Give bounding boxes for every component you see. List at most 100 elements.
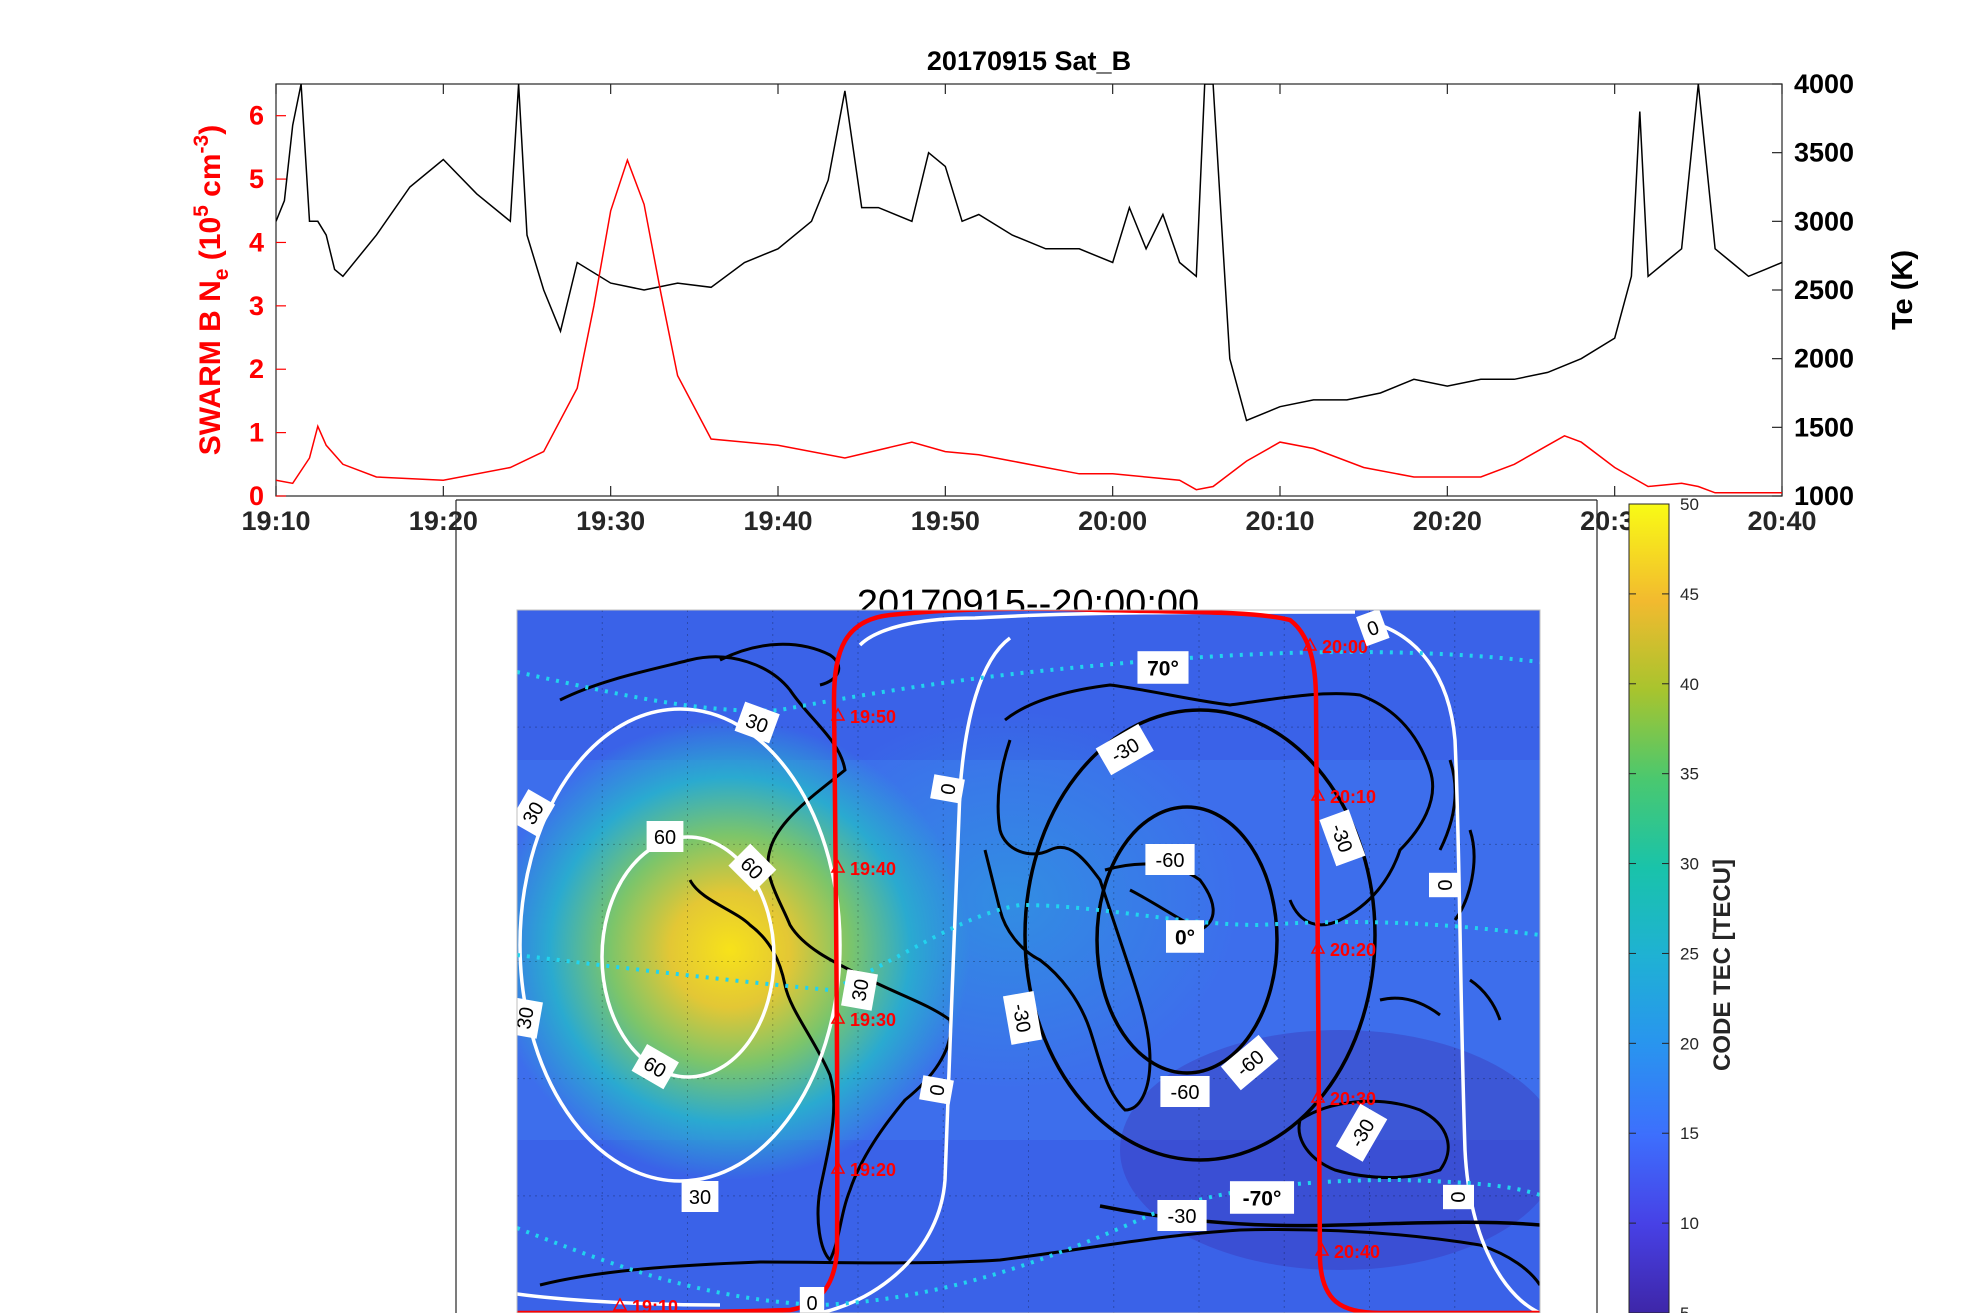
contour-label-box bbox=[930, 774, 965, 804]
track-marker bbox=[830, 1010, 846, 1024]
colorbar-tick-label: 15 bbox=[1680, 1124, 1699, 1143]
contour-label-text: 0 bbox=[937, 782, 961, 797]
colorbar-tick-label: 45 bbox=[1680, 585, 1699, 604]
contour-label-box bbox=[919, 1075, 954, 1105]
contour-label-text: 0 bbox=[1446, 1191, 1468, 1202]
x-tick-label: 19:40 bbox=[743, 506, 812, 536]
contour-label: 30 bbox=[517, 789, 556, 837]
y-left-tick-label: 5 bbox=[249, 164, 264, 194]
colorbar-tick-label: 50 bbox=[1680, 495, 1699, 514]
contour-label: 30 bbox=[513, 997, 543, 1039]
y-right-tick-label: 1500 bbox=[1794, 412, 1854, 442]
colorbar-label: CODE TEC [TECU] bbox=[1709, 859, 1736, 1071]
contour-label: -30 bbox=[1319, 809, 1366, 867]
contour-label-box bbox=[1165, 920, 1205, 953]
y-left-tick-label: 4 bbox=[249, 227, 264, 257]
track-time-markers: 19:10 19:20 19:30 19:40 19:50 20:00 20:10 20:20… bbox=[612, 637, 1380, 1313]
contour-labels: 3030303060606000000300-30-30-30-30-30-60… bbox=[513, 610, 1474, 1313]
contour-label-box bbox=[1137, 651, 1189, 684]
x-tick-label: 20:00 bbox=[1078, 506, 1147, 536]
contour-label-text: 0° bbox=[1175, 926, 1195, 949]
y-right-tick-label: 2500 bbox=[1794, 275, 1854, 305]
contour-label-text: 30 bbox=[848, 977, 874, 1003]
contour-label-box bbox=[517, 997, 543, 1039]
contour-label: -70° bbox=[1229, 1181, 1295, 1214]
tec-map-panel: 20170915--20:00:00 bbox=[455, 495, 1736, 1313]
contour-label-text: 60 bbox=[654, 827, 676, 849]
x-tick-label: 19:20 bbox=[409, 506, 478, 536]
top-line-chart: 20170915 Sat_B 19:10 19:20 19:30 19:40 19:50… bbox=[190, 46, 1919, 536]
contour-label-text: 30 bbox=[689, 1187, 711, 1209]
contour-label: 0 bbox=[799, 1287, 825, 1313]
contour-label: 0 bbox=[919, 1075, 954, 1105]
track-time-label: 20:10 bbox=[1330, 787, 1376, 807]
y-axis-right: 1000 1500 2000 2500 3000 3500 4000 bbox=[1772, 69, 1854, 511]
track-time-label: 20:40 bbox=[1334, 1242, 1380, 1262]
contour-label-box bbox=[1160, 1076, 1210, 1107]
y-right-label: Te (K) bbox=[1887, 250, 1919, 330]
colorbar-tick-label: 25 bbox=[1680, 944, 1699, 963]
track-time-label: 19:40 bbox=[850, 859, 896, 879]
tec-peak bbox=[517, 720, 970, 1180]
track-marker bbox=[1310, 940, 1326, 954]
contour-label-text: 30 bbox=[513, 1005, 539, 1031]
contour-label-box bbox=[1229, 1181, 1295, 1214]
contour-label-box bbox=[1220, 1034, 1279, 1091]
y-left-tick-label: 0 bbox=[249, 481, 264, 511]
contour-label-box bbox=[1443, 1184, 1474, 1210]
colorbar-tick-label: 10 bbox=[1680, 1214, 1699, 1233]
tec-south-low bbox=[1120, 1030, 1540, 1270]
contour-label: 30 bbox=[734, 701, 780, 744]
y-right-tick-label: 3500 bbox=[1794, 138, 1854, 168]
contour-label: 0 bbox=[930, 774, 965, 804]
track-marker bbox=[830, 1160, 846, 1174]
contour-label-box bbox=[799, 1287, 825, 1313]
contour-label-text: -70° bbox=[1243, 1187, 1282, 1210]
contour-label-box bbox=[646, 821, 684, 852]
track-marker bbox=[1302, 637, 1318, 651]
x-tick-label: 20:20 bbox=[1413, 506, 1482, 536]
contour-label: 0 bbox=[1429, 872, 1460, 898]
track-marker bbox=[830, 707, 846, 721]
y-right-tick-label: 2000 bbox=[1794, 344, 1854, 374]
colorbar-tick-label: 35 bbox=[1680, 765, 1699, 784]
y-right-tick-label: 3000 bbox=[1794, 206, 1854, 236]
positive-contours bbox=[517, 610, 1540, 1313]
x-tick-label: 20:10 bbox=[1245, 506, 1314, 536]
track-marker bbox=[830, 859, 846, 873]
contour-label: 30 bbox=[841, 969, 878, 1011]
track-time-label: 20:00 bbox=[1322, 637, 1368, 657]
series-ne-line bbox=[276, 157, 1782, 494]
y-left-tick-label: 3 bbox=[249, 291, 264, 321]
contour-label-box bbox=[1157, 1200, 1207, 1231]
contour-label: -60 bbox=[1145, 844, 1195, 875]
chart-title: 20170915 Sat_B bbox=[927, 46, 1131, 76]
y-right-tick-label: 1000 bbox=[1794, 481, 1854, 511]
contour-label: -30 bbox=[1157, 1200, 1207, 1231]
colorbar-tick-label: 20 bbox=[1680, 1034, 1699, 1053]
colorbar-tick-label: 30 bbox=[1680, 855, 1699, 874]
map-grid bbox=[517, 610, 1540, 1313]
contour-label-box bbox=[1429, 872, 1460, 898]
contour-label-text: -30 bbox=[1168, 1206, 1197, 1228]
contour-label-text: 70° bbox=[1147, 657, 1179, 680]
contour-label-box bbox=[1002, 990, 1043, 1045]
x-tick-label: 19:30 bbox=[576, 506, 645, 536]
contour-label-text: 0 bbox=[1435, 879, 1457, 890]
y-left-tick-label: 2 bbox=[249, 354, 264, 384]
contour-label: 0 bbox=[1356, 610, 1390, 647]
dip-lines bbox=[517, 649, 1540, 1308]
contour-label-text: -30 bbox=[1008, 1002, 1035, 1034]
contour-label-box bbox=[1335, 1103, 1388, 1162]
contour-label-text: 0 bbox=[926, 1083, 950, 1098]
contour-label-text: -60 bbox=[1156, 850, 1185, 872]
colorbar-ticks: 5 10 15 20 25 30 35 40 45 50 bbox=[1629, 495, 1699, 1313]
track-marker bbox=[1310, 1089, 1326, 1103]
contour-label-box bbox=[517, 789, 556, 837]
y-right-tick-label: 4000 bbox=[1794, 69, 1854, 99]
colorbar-tick-label: 5 bbox=[1680, 1304, 1689, 1313]
contour-label: 0° bbox=[1165, 920, 1205, 953]
contour-label-box bbox=[734, 701, 780, 744]
contour-label-box bbox=[728, 843, 777, 892]
